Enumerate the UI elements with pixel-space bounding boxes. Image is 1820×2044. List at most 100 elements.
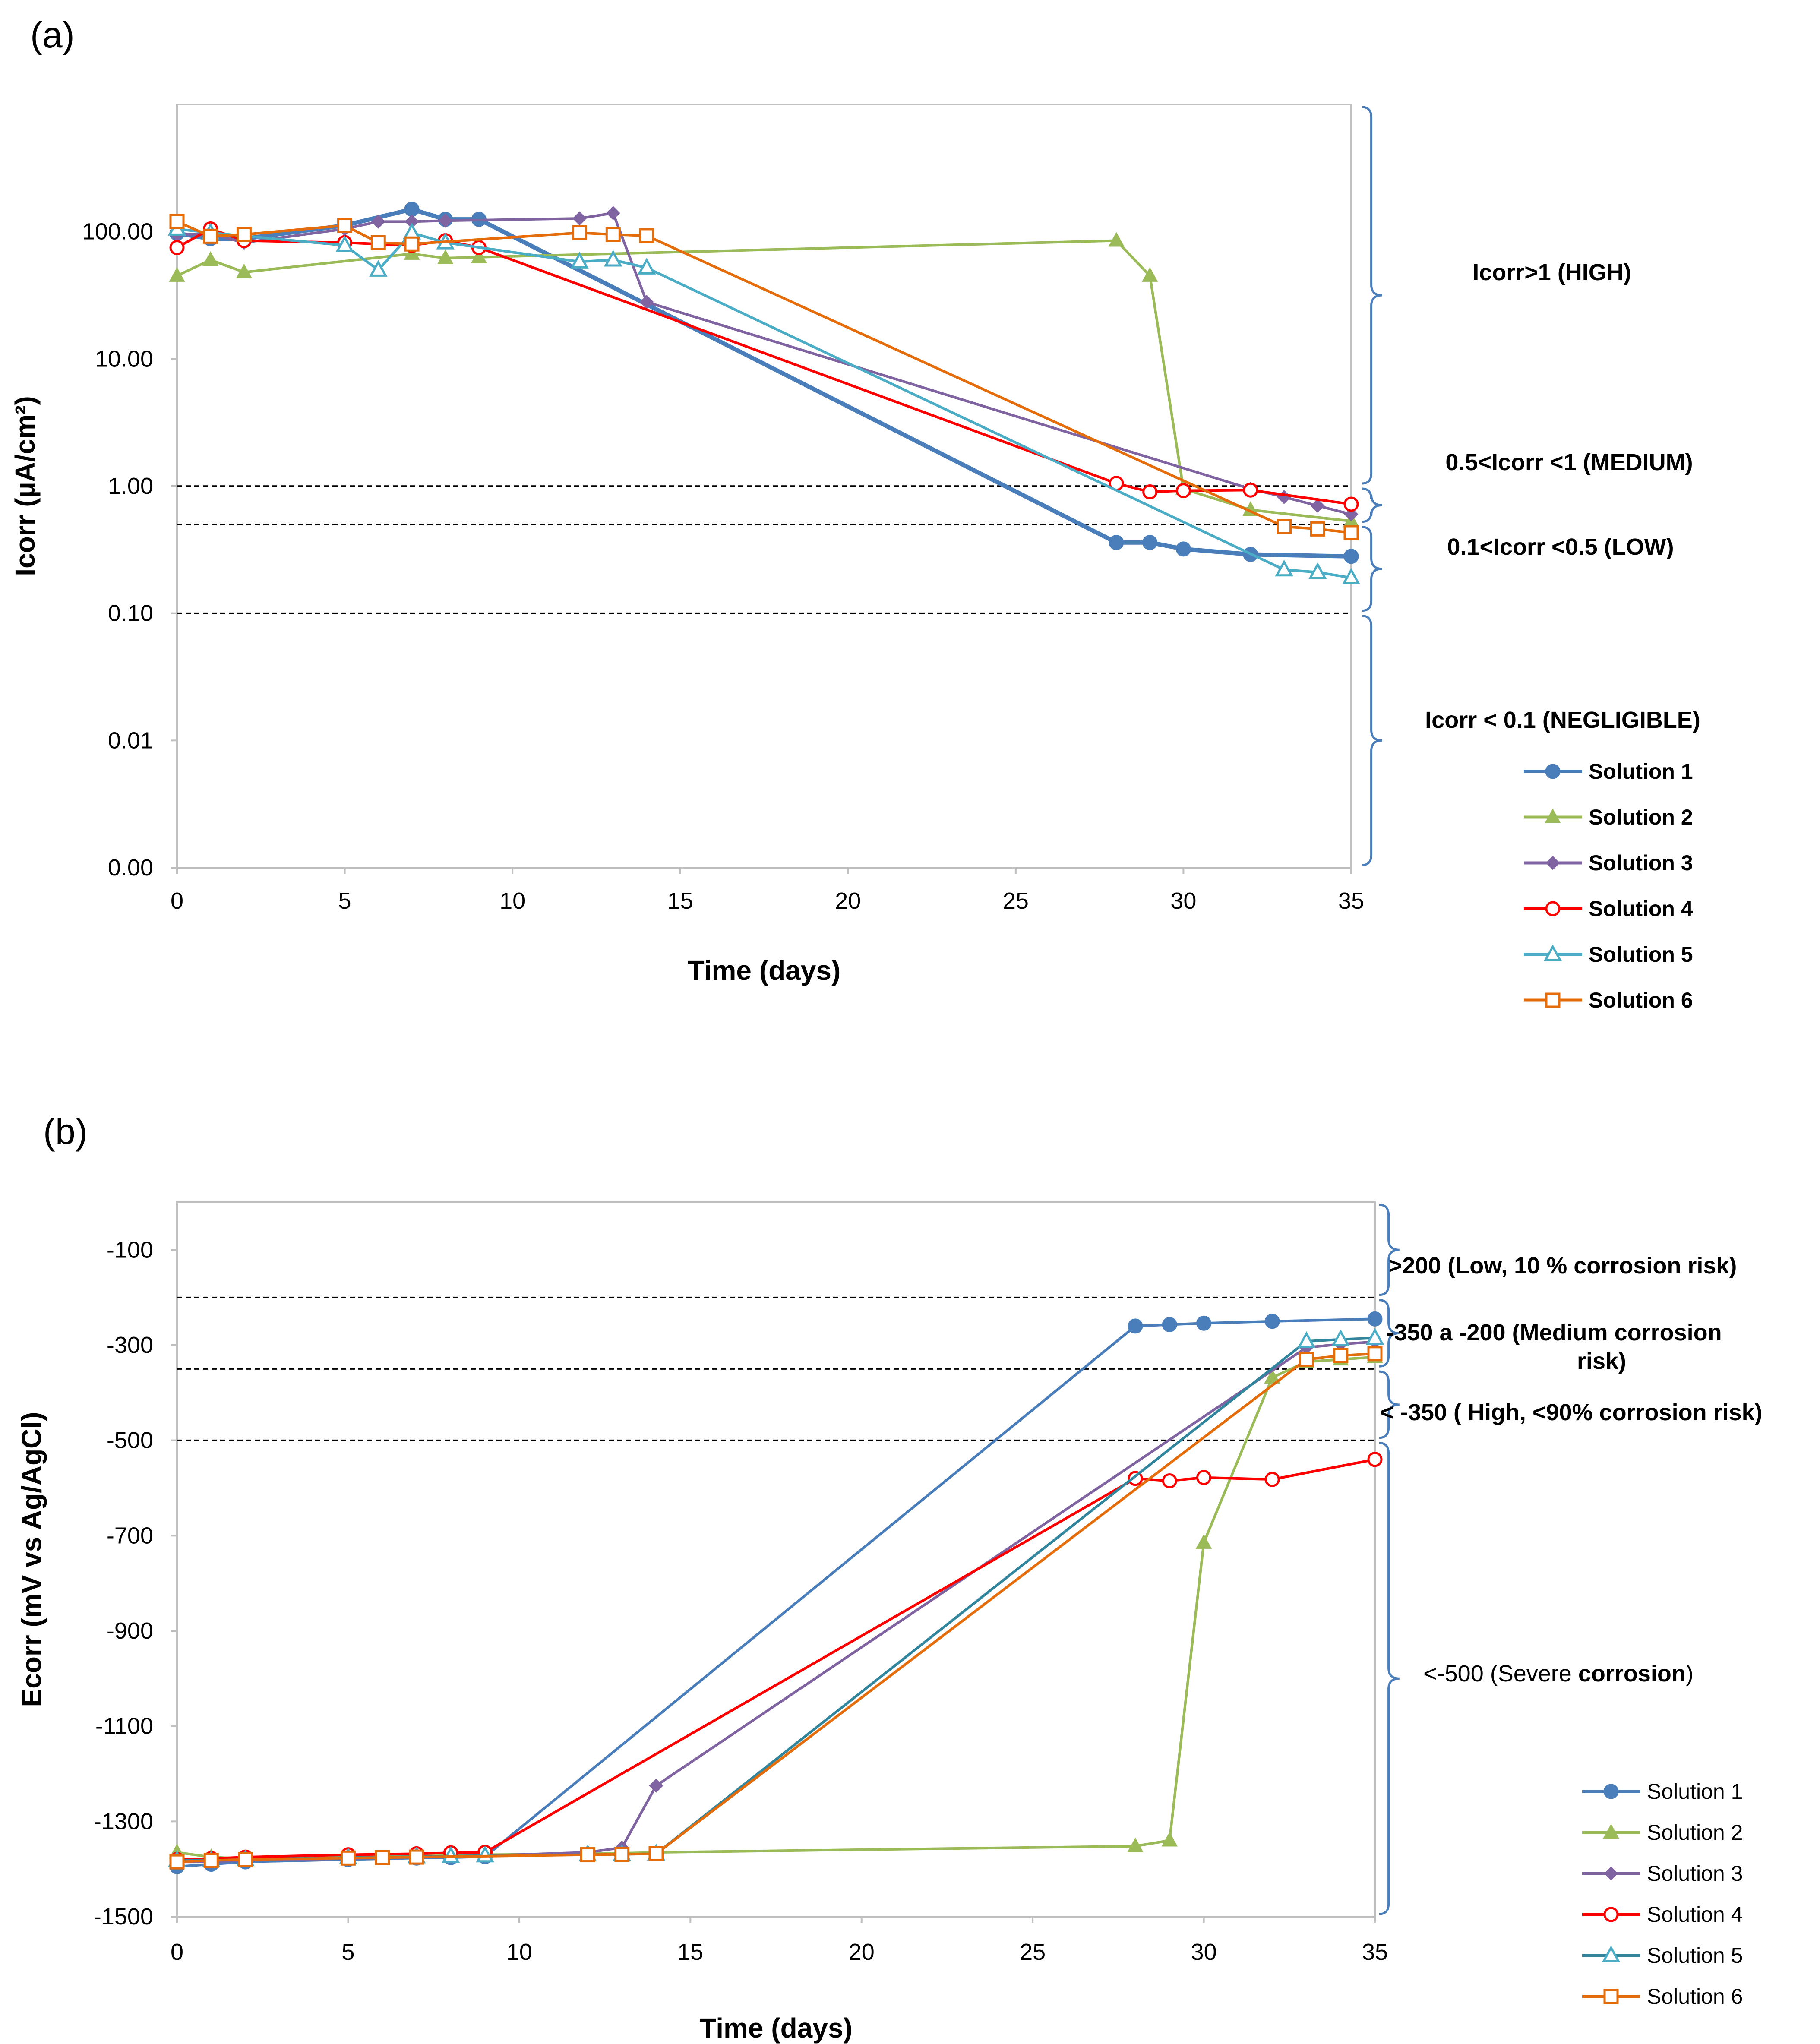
data-point xyxy=(1127,1837,1144,1852)
zone-brace xyxy=(1362,615,1382,866)
data-point xyxy=(476,1845,494,1863)
zone-brace xyxy=(1362,487,1382,523)
zone-brace xyxy=(1379,1442,1400,1915)
data-point xyxy=(1142,535,1158,550)
data-point xyxy=(1297,1331,1316,1348)
data-point xyxy=(409,1849,424,1865)
x-tick-label: 5 xyxy=(338,888,351,914)
y-tick-label: -300 xyxy=(107,1332,153,1358)
data-point xyxy=(1367,1346,1383,1362)
legend-item-solution-5: Solution 5 xyxy=(1524,942,1693,967)
data-point xyxy=(1344,507,1359,521)
data-point xyxy=(1333,1348,1349,1363)
y-axis: 0.00 0.01 0.10 1.00 10.00 100.00 xyxy=(82,219,177,881)
data-point xyxy=(1161,1832,1178,1847)
data-point xyxy=(438,213,453,228)
legend-label: Solution 3 xyxy=(1589,851,1693,875)
data-point xyxy=(1175,483,1191,499)
data-point xyxy=(1275,559,1293,577)
data-point xyxy=(1264,1368,1280,1384)
legend-label: Solution 6 xyxy=(1647,1984,1743,2009)
data-point xyxy=(370,235,386,250)
data-series xyxy=(167,1311,1384,1874)
data-point xyxy=(1367,1311,1383,1327)
series-solution-5 xyxy=(167,219,1361,585)
risk-zones: Icorr>1 (HIGH) 0.5<Icorr <1 (MEDIUM) 0.1<I… xyxy=(1362,106,1700,866)
data-point xyxy=(1365,1328,1384,1345)
data-point xyxy=(371,214,385,229)
data-point xyxy=(1162,1317,1177,1333)
data-point xyxy=(1310,521,1325,537)
data-point xyxy=(169,240,185,255)
data-point xyxy=(1109,535,1124,550)
data-point xyxy=(604,250,622,267)
y-tick-label: 1.00 xyxy=(108,473,153,499)
data-point xyxy=(1310,499,1325,513)
y-tick-label: 0.00 xyxy=(108,855,153,881)
x-axis-title: Time (days) xyxy=(699,2012,853,2044)
legend-marker xyxy=(1604,1866,1618,1881)
y-tick-label: 0.01 xyxy=(108,727,153,753)
y-tick-label: -1500 xyxy=(94,1904,153,1930)
data-point xyxy=(203,228,218,244)
threshold-lines xyxy=(177,1296,1375,1441)
data-point xyxy=(404,236,420,252)
legend-item-solution-4: Solution 4 xyxy=(1524,897,1693,921)
x-tick-label: 0 xyxy=(171,1939,183,1965)
data-point xyxy=(1196,1315,1212,1331)
data-point xyxy=(337,218,353,233)
data-point xyxy=(1196,1470,1212,1485)
data-point xyxy=(639,228,654,243)
legend-label: Solution 6 xyxy=(1589,988,1693,1012)
legend: Solution 1 Solution 2 Solution 3 Solution 4… xyxy=(1524,759,1693,1012)
data-point xyxy=(1264,1472,1280,1487)
legend-marker xyxy=(1545,856,1560,870)
data-point xyxy=(1162,1473,1177,1488)
data-point xyxy=(335,235,354,252)
data-point xyxy=(203,1853,219,1868)
zone-label: -350 a -200 (Medium corrosion xyxy=(1386,1320,1722,1346)
x-tick-label: 25 xyxy=(1003,888,1029,914)
data-point xyxy=(238,1852,253,1867)
risk-zones: >200 (Low, 10 % corrosion risk) -350 a -2… xyxy=(1379,1204,1763,1915)
legend-marker xyxy=(1603,1823,1619,1839)
legend-marker xyxy=(1543,944,1562,961)
zone-brace xyxy=(1379,1370,1400,1439)
data-point xyxy=(1299,1352,1314,1367)
x-axis-title: Time (days) xyxy=(688,955,841,986)
data-point xyxy=(1142,267,1158,282)
data-point xyxy=(1277,519,1292,534)
legend-item-solution-6: Solution 6 xyxy=(1582,1984,1743,2009)
x-tick-label: 20 xyxy=(849,1939,875,1965)
data-point xyxy=(404,202,420,217)
zone-label: Icorr < 0.1 (NEGLIGIBLE) xyxy=(1425,707,1700,733)
x-tick-label: 35 xyxy=(1362,1939,1388,1965)
y-tick-label: -100 xyxy=(107,1237,153,1263)
x-axis: 0 5 10 15 20 25 30 35 xyxy=(171,1917,1388,1965)
zone-label-bold: corrosion xyxy=(1578,1661,1686,1687)
zone-label-line2: risk) xyxy=(1577,1348,1626,1374)
data-point xyxy=(437,249,454,264)
y-axis-title: Icorr (µA/cm²) xyxy=(9,396,41,576)
legend-marker xyxy=(1603,1784,1619,1799)
data-point xyxy=(1342,568,1361,585)
legend-item-solution-4: Solution 4 xyxy=(1582,1902,1743,1927)
x-tick-label: 25 xyxy=(1020,1939,1046,1965)
zone-brace xyxy=(1379,1299,1400,1368)
data-point xyxy=(1128,1318,1143,1334)
x-tick-label: 15 xyxy=(667,888,693,914)
zone-label-part: <-500 (Severe xyxy=(1423,1661,1578,1687)
data-point xyxy=(1343,525,1359,540)
data-point xyxy=(570,252,589,269)
legend-item-solution-6: Solution 6 xyxy=(1524,988,1693,1012)
x-tick-label: 0 xyxy=(171,888,183,914)
data-point xyxy=(340,1850,356,1866)
x-tick-label: 5 xyxy=(341,1939,354,1965)
data-point xyxy=(1331,1329,1350,1346)
data-point xyxy=(369,260,388,277)
x-tick-label: 30 xyxy=(1170,888,1196,914)
data-point xyxy=(442,1846,460,1863)
zone-brace xyxy=(1362,526,1382,612)
zone-label: >200 (Low, 10 % corrosion risk) xyxy=(1389,1253,1737,1279)
